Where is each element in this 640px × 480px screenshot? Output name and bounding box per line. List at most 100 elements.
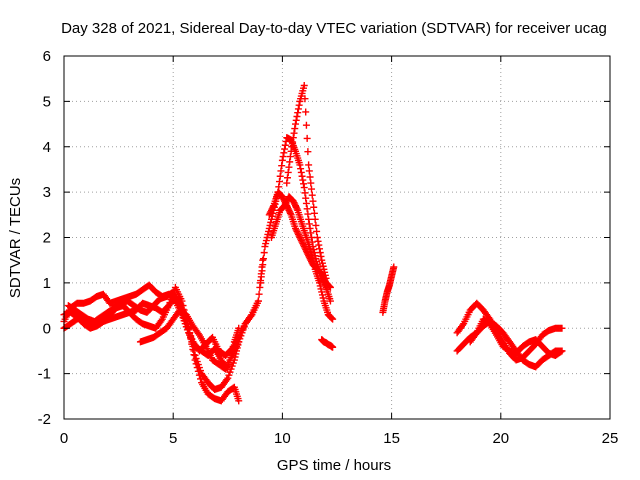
data-point — [281, 145, 289, 153]
y-tick-label: 2 — [43, 230, 51, 247]
data-point — [257, 273, 265, 281]
data-point — [326, 283, 334, 291]
data-point — [254, 297, 262, 305]
data-point — [472, 330, 480, 338]
data-point — [280, 149, 288, 157]
data-point — [277, 167, 285, 175]
series-track-i — [283, 81, 330, 282]
data-point — [256, 283, 264, 291]
x-tick-label: 20 — [492, 430, 509, 447]
data-point — [291, 125, 299, 133]
axis-ticks — [63, 55, 611, 420]
data-point — [197, 375, 204, 383]
data-point — [300, 184, 308, 192]
data-point — [317, 252, 325, 260]
y-tick-label: -1 — [38, 366, 51, 383]
data-point — [257, 279, 265, 287]
x-tick-label: 0 — [60, 430, 68, 447]
data-point — [557, 348, 565, 356]
data-point — [298, 172, 306, 180]
data-points — [60, 81, 566, 405]
data-point — [289, 134, 297, 142]
chart-title: Day 328 of 2021, Sidereal Day-to-day VTE… — [61, 20, 607, 37]
y-tick-label: -2 — [38, 411, 51, 428]
data-point — [283, 179, 291, 187]
data-point — [293, 205, 301, 213]
data-point — [295, 101, 303, 109]
data-point — [312, 221, 320, 229]
data-point — [279, 153, 287, 161]
x-axis-label: GPS time / hours — [277, 457, 391, 474]
data-point — [255, 290, 263, 298]
data-point — [302, 199, 310, 207]
series-track-j — [318, 336, 337, 351]
x-tick-label: 10 — [274, 430, 291, 447]
data-point — [157, 317, 165, 325]
data-point — [292, 116, 300, 124]
data-point — [308, 185, 316, 193]
data-point — [313, 234, 321, 241]
data-point — [294, 109, 302, 117]
data-point — [193, 364, 201, 372]
data-point — [297, 168, 305, 176]
data-point — [302, 108, 310, 116]
data-point — [304, 148, 312, 156]
data-point — [302, 121, 310, 129]
data-point — [195, 371, 203, 379]
data-point — [326, 283, 334, 291]
data-point — [308, 191, 316, 199]
x-tick-label: 5 — [169, 430, 177, 447]
data-point — [269, 203, 277, 211]
data-point — [293, 113, 301, 120]
data-point — [275, 183, 283, 191]
data-point — [247, 312, 255, 320]
x-tick-label: 25 — [602, 430, 619, 447]
data-point — [297, 165, 305, 173]
data-point — [305, 215, 313, 223]
data-point — [316, 245, 324, 253]
data-point — [459, 321, 467, 329]
data-point — [289, 138, 297, 146]
x-tick-label: 15 — [383, 430, 400, 447]
data-point — [299, 176, 307, 184]
y-tick-label: 3 — [43, 184, 51, 201]
data-point — [284, 168, 292, 176]
data-point — [326, 297, 334, 305]
data-point — [313, 227, 321, 235]
data-point — [329, 343, 337, 351]
y-tick-label: 1 — [43, 275, 51, 292]
data-point — [302, 194, 310, 202]
data-point — [178, 297, 186, 305]
data-point — [292, 120, 300, 128]
grid-lines — [64, 56, 610, 419]
data-point — [191, 356, 199, 364]
data-point — [286, 153, 294, 161]
data-point — [322, 274, 330, 282]
data-point — [278, 162, 286, 170]
data-point — [304, 210, 312, 218]
tick-labels: 0 5 10 15 20 25 -2 -1 0 1 2 3 4 5 6 — [38, 48, 619, 447]
data-point — [309, 197, 317, 205]
data-point — [258, 267, 266, 275]
data-point — [286, 209, 294, 217]
data-point — [314, 237, 322, 245]
data-point — [328, 314, 336, 322]
data-point — [275, 178, 283, 186]
data-point — [288, 143, 296, 151]
data-point — [300, 81, 308, 89]
y-axis-label: SDTVAR / TECUs — [7, 178, 24, 298]
data-point — [278, 156, 286, 164]
data-point — [306, 173, 314, 181]
series-track-k — [379, 263, 398, 316]
data-point — [329, 315, 337, 323]
data-point — [235, 397, 243, 405]
data-point — [301, 189, 309, 197]
data-point — [316, 249, 324, 257]
y-tick-label: 6 — [43, 48, 51, 65]
data-point — [306, 224, 314, 232]
data-point — [305, 167, 313, 175]
data-point — [294, 105, 302, 113]
data-point — [194, 367, 202, 375]
data-point — [558, 324, 566, 332]
y-tick-label: 0 — [43, 320, 51, 337]
